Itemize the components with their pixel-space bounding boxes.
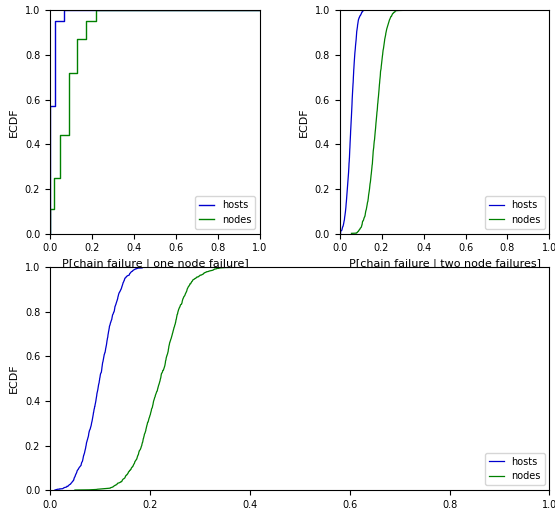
Y-axis label: ECDF: ECDF (299, 107, 309, 137)
Y-axis label: ECDF: ECDF (9, 107, 19, 137)
Legend: hosts, nodes: hosts, nodes (195, 196, 255, 229)
Legend: hosts, nodes: hosts, nodes (485, 196, 544, 229)
Text: (a) 1 failure: (a) 1 failure (114, 330, 195, 344)
Legend: hosts, nodes: hosts, nodes (485, 453, 544, 486)
X-axis label: P[chain failure | three node failures]: P[chain failure | three node failures] (199, 515, 400, 516)
X-axis label: P[chain failure | one node failure]: P[chain failure | one node failure] (62, 259, 248, 269)
X-axis label: P[chain failure | two node failures]: P[chain failure | two node failures] (349, 259, 541, 269)
Y-axis label: ECDF: ECDF (9, 364, 19, 393)
Text: (b) 2 simultaneous failures: (b) 2 simultaneous failures (352, 330, 537, 344)
